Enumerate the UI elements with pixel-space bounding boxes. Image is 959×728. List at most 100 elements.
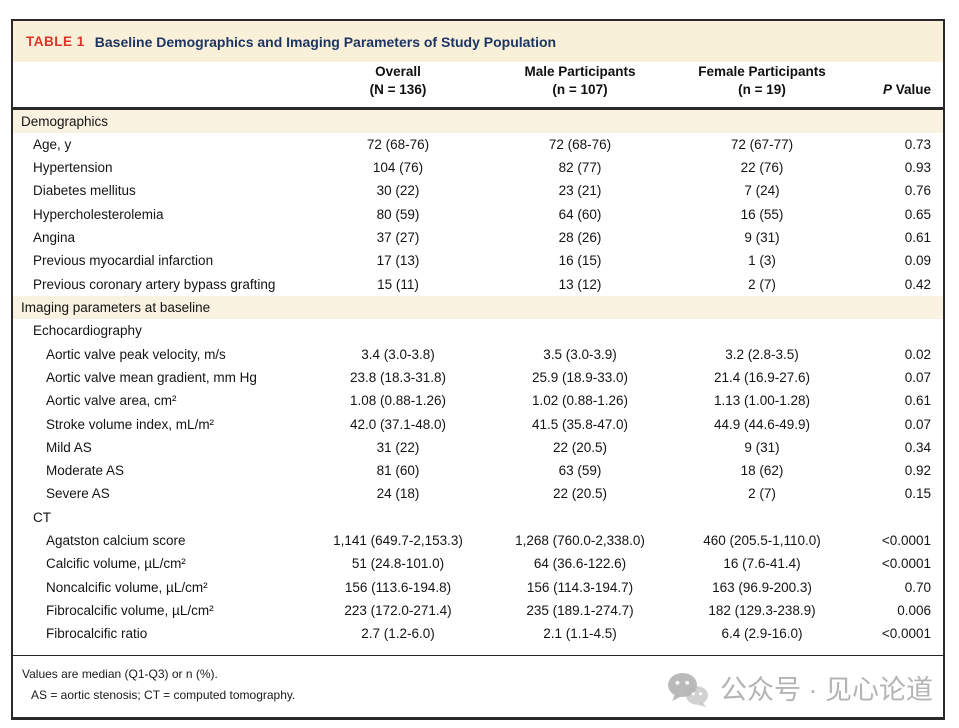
cell-female: 1 (3) xyxy=(748,253,776,269)
cell-male: 16 (15) xyxy=(558,253,602,269)
cell-overall: 42.0 (37.1-48.0) xyxy=(349,416,447,432)
header-row: Overall (N = 136) Male Participants (n =… xyxy=(13,62,943,110)
row-label: Aortic valve mean gradient, mm Hg xyxy=(46,369,257,385)
cell-p: 0.92 xyxy=(904,463,931,479)
section-label: Imaging parameters at baseline xyxy=(13,295,943,320)
row-label: Mild AS xyxy=(46,439,92,455)
wechat-icon xyxy=(668,673,708,707)
cell-overall: 51 (24.8-101.0) xyxy=(351,556,445,572)
row-label: Calcific volume, µL/cm² xyxy=(46,556,186,572)
cell-overall: 81 (60) xyxy=(376,463,420,479)
cell-male: 41.5 (35.8-47.0) xyxy=(531,416,629,432)
cell-male: 82 (77) xyxy=(558,160,602,176)
cell-p: 0.61 xyxy=(904,229,931,245)
row-label: Fibrocalcific ratio xyxy=(46,626,148,642)
footnote-values-note: Values are median (Q1-Q3) or n (%). xyxy=(22,666,218,681)
cell-overall: 30 (22) xyxy=(376,183,420,199)
section-row: Demographics xyxy=(13,108,943,133)
cell-p: <0.0001 xyxy=(881,533,931,549)
row-label: Stroke volume index, mL/m² xyxy=(46,416,215,432)
cell-overall: 156 (113.6-194.8) xyxy=(344,579,452,595)
cell-overall: 80 (59) xyxy=(376,206,420,222)
cell-male: 28 (26) xyxy=(558,229,602,245)
watermark: 公众号 · 见心论道 xyxy=(667,672,933,708)
cell-p: 0.65 xyxy=(904,206,931,222)
cell-overall: 1,141 (649.7-2,153.3) xyxy=(333,533,463,549)
cell-male: 63 (59) xyxy=(558,463,602,479)
cell-male: 22 (20.5) xyxy=(552,486,608,502)
cell-overall: 3.4 (3.0-3.8) xyxy=(361,346,435,362)
cell-overall: 24 (18) xyxy=(376,486,420,502)
header-female-line2: (n = 19) xyxy=(738,82,786,98)
row-label: Angina xyxy=(33,229,76,245)
header-male-line2: (n = 107) xyxy=(552,82,608,98)
cell-p: 0.15 xyxy=(904,486,931,502)
header-overall-line1: Overall xyxy=(375,64,421,80)
cell-female: 22 (76) xyxy=(740,160,784,176)
table-row: Fibrocalcific volume, µL/cm² 223 (172.0-2… xyxy=(13,599,943,622)
table-footnote: Values are median (Q1-Q3) or n (%). AS =… xyxy=(13,654,943,702)
table-row: Noncalcific volume, µL/cm² 156 (113.6-194… xyxy=(13,576,943,599)
header-female-line1: Female Participants xyxy=(698,64,826,80)
cell-p: 0.09 xyxy=(904,253,931,269)
cell-male: 64 (36.6-122.6) xyxy=(533,556,627,572)
table-number-label: TABLE 1 xyxy=(26,34,85,49)
header-female: Female Participants (n = 19) xyxy=(673,62,851,110)
subheader-label: CT xyxy=(33,509,51,525)
cell-p: 0.76 xyxy=(904,183,931,199)
table-body: Demographics Age, y 72 (68-76) 72 (68-76) 72… xyxy=(13,108,943,646)
row-label: Hypercholesterolemia xyxy=(33,206,164,222)
cell-male: 3.5 (3.0-3.9) xyxy=(543,346,617,362)
subheader-label: Echocardiography xyxy=(33,323,142,339)
cell-male: 13 (12) xyxy=(558,276,602,292)
cell-male: 1,268 (760.0-2,338.0) xyxy=(515,533,645,549)
cell-p: 0.42 xyxy=(904,276,931,292)
cell-overall: 2.7 (1.2-6.0) xyxy=(361,626,435,642)
table-row: Mild AS 31 (22) 22 (20.5) 9 (31) 0.34 xyxy=(13,436,943,459)
cell-male: 22 (20.5) xyxy=(552,439,608,455)
table-card: TABLE 1 Baseline Demographics and Imagin… xyxy=(11,19,945,720)
table-row: Aortic valve mean gradient, mm Hg 23.8 (1… xyxy=(13,366,943,389)
cell-p: 0.34 xyxy=(904,439,931,455)
subheader-row: CT xyxy=(13,506,943,529)
cell-p: 0.006 xyxy=(897,602,931,618)
cell-female: 1.13 (1.00-1.28) xyxy=(713,393,811,409)
cell-male: 1.02 (0.88-1.26) xyxy=(531,393,629,409)
table-row: Agatston calcium score 1,141 (649.7-2,153… xyxy=(13,529,943,552)
cell-overall: 23.8 (18.3-31.8) xyxy=(349,369,447,385)
cell-female: 163 (96.9-200.3) xyxy=(712,579,812,595)
cell-female: 16 (7.6-41.4) xyxy=(723,556,801,572)
table-row: Hypercholesterolemia 80 (59) 64 (60) 16 (55… xyxy=(13,203,943,226)
cell-p: 0.02 xyxy=(904,346,931,362)
table-row: Moderate AS 81 (60) 63 (59) 18 (62) 0.92 xyxy=(13,459,943,482)
table-row: Severe AS 24 (18) 22 (20.5) 2 (7) 0.15 xyxy=(13,482,943,505)
cell-male: 72 (68-76) xyxy=(548,136,612,152)
table-row: Previous coronary artery bypass grafting… xyxy=(13,273,943,296)
cell-female: 3.2 (2.8-3.5) xyxy=(725,346,799,362)
table-header: Overall (N = 136) Male Participants (n =… xyxy=(13,62,943,110)
row-label: Fibrocalcific volume, µL/cm² xyxy=(46,602,214,618)
cell-female: 18 (62) xyxy=(740,463,784,479)
cell-female: 182 (129.3-238.9) xyxy=(708,602,816,618)
table-row: Calcific volume, µL/cm² 51 (24.8-101.0) 64… xyxy=(13,552,943,575)
cell-female: 6.4 (2.9-16.0) xyxy=(721,626,803,642)
cell-overall: 223 (172.0-271.4) xyxy=(344,602,452,618)
cell-overall: 17 (13) xyxy=(376,253,420,269)
header-overall-line2: (N = 136) xyxy=(369,82,427,98)
cell-p: <0.0001 xyxy=(881,556,931,572)
cell-p: <0.0001 xyxy=(881,626,931,642)
table-row: Previous myocardial infarction 17 (13) 16 … xyxy=(13,249,943,272)
cell-p: 0.07 xyxy=(904,416,931,432)
row-label: Hypertension xyxy=(33,160,113,176)
header-empty-cell xyxy=(13,62,309,110)
cell-overall: 1.08 (0.88-1.26) xyxy=(349,393,447,409)
cell-male: 23 (21) xyxy=(558,183,602,199)
cell-female: 44.9 (44.6-49.9) xyxy=(713,416,811,432)
cell-p: 0.70 xyxy=(904,579,931,595)
baseline-demographics-table: Overall (N = 136) Male Participants (n =… xyxy=(13,62,943,646)
cell-overall: 72 (68-76) xyxy=(366,136,430,152)
header-p-value: P Value xyxy=(851,62,943,110)
cell-male: 64 (60) xyxy=(558,206,602,222)
header-male: Male Participants (n = 107) xyxy=(487,62,673,110)
cell-female: 2 (7) xyxy=(748,276,776,292)
